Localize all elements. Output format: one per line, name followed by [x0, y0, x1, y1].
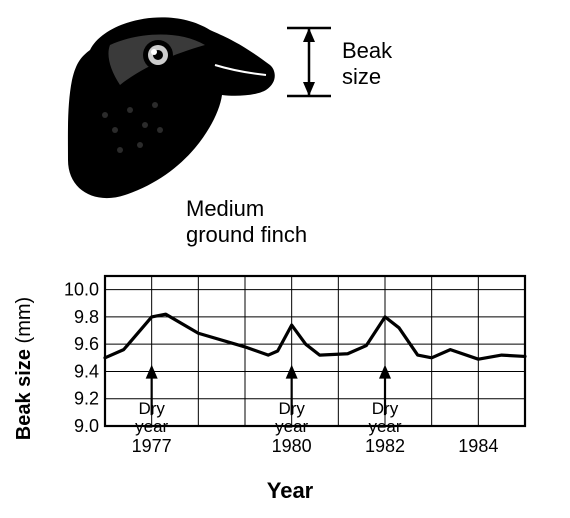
finch-caption: Medium ground finch [186, 196, 307, 248]
finch-caption-line1: Medium [186, 196, 307, 222]
x-axis-title: Year [50, 478, 530, 504]
beak-size-label-line1: Beak [342, 38, 392, 64]
y-tick-label: 10.0 [64, 280, 99, 300]
beak-size-indicator [285, 22, 333, 112]
y-axis-title: Beak size (mm) [10, 268, 40, 468]
x-tick-label: 1977 [132, 436, 172, 456]
y-tick-label: 9.8 [74, 307, 99, 327]
dry-year-label-line2: year [368, 417, 401, 436]
finch-illustration [60, 10, 290, 210]
x-tick-label: 1980 [272, 436, 312, 456]
dry-year-label-line1: Dry [372, 399, 399, 418]
x-tick-label: 1984 [458, 436, 498, 456]
y-tick-label: 9.0 [74, 416, 99, 436]
beak-size-chart: Beak size (mm) 9.0 9.2 9.4 9.6 9.8 10.0 1977 19… [10, 268, 550, 508]
illustration-area: Beak size Medium ground finch [60, 10, 510, 255]
y-axis-title-bold: Beak size [14, 349, 36, 440]
y-tick-label: 9.6 [74, 334, 99, 354]
dry-year-label-line1: Dry [138, 399, 165, 418]
chart-plot-svg: 9.09.29.49.69.810.01977198019821984Dryye… [50, 268, 550, 473]
y-axis-title-unit: (mm) [14, 296, 36, 343]
x-tick-label: 1982 [365, 436, 405, 456]
y-tick-label: 9.2 [74, 389, 99, 409]
y-tick-label: 9.4 [74, 361, 99, 381]
dry-year-label-line2: year [135, 417, 168, 436]
dry-year-label-line2: year [275, 417, 308, 436]
beak-size-label-line2: size [342, 64, 392, 90]
beak-size-label: Beak size [342, 38, 392, 90]
finch-eye-highlight [151, 49, 157, 55]
dry-year-label-line1: Dry [278, 399, 305, 418]
finch-caption-line2: ground finch [186, 222, 307, 248]
